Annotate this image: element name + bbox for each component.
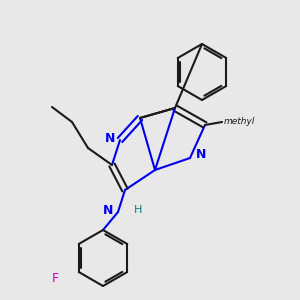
Text: N: N <box>105 131 115 145</box>
Text: H: H <box>134 205 142 215</box>
Text: N: N <box>103 203 113 217</box>
Text: N: N <box>196 148 206 161</box>
Text: methyl: methyl <box>224 118 255 127</box>
Text: F: F <box>52 272 59 284</box>
